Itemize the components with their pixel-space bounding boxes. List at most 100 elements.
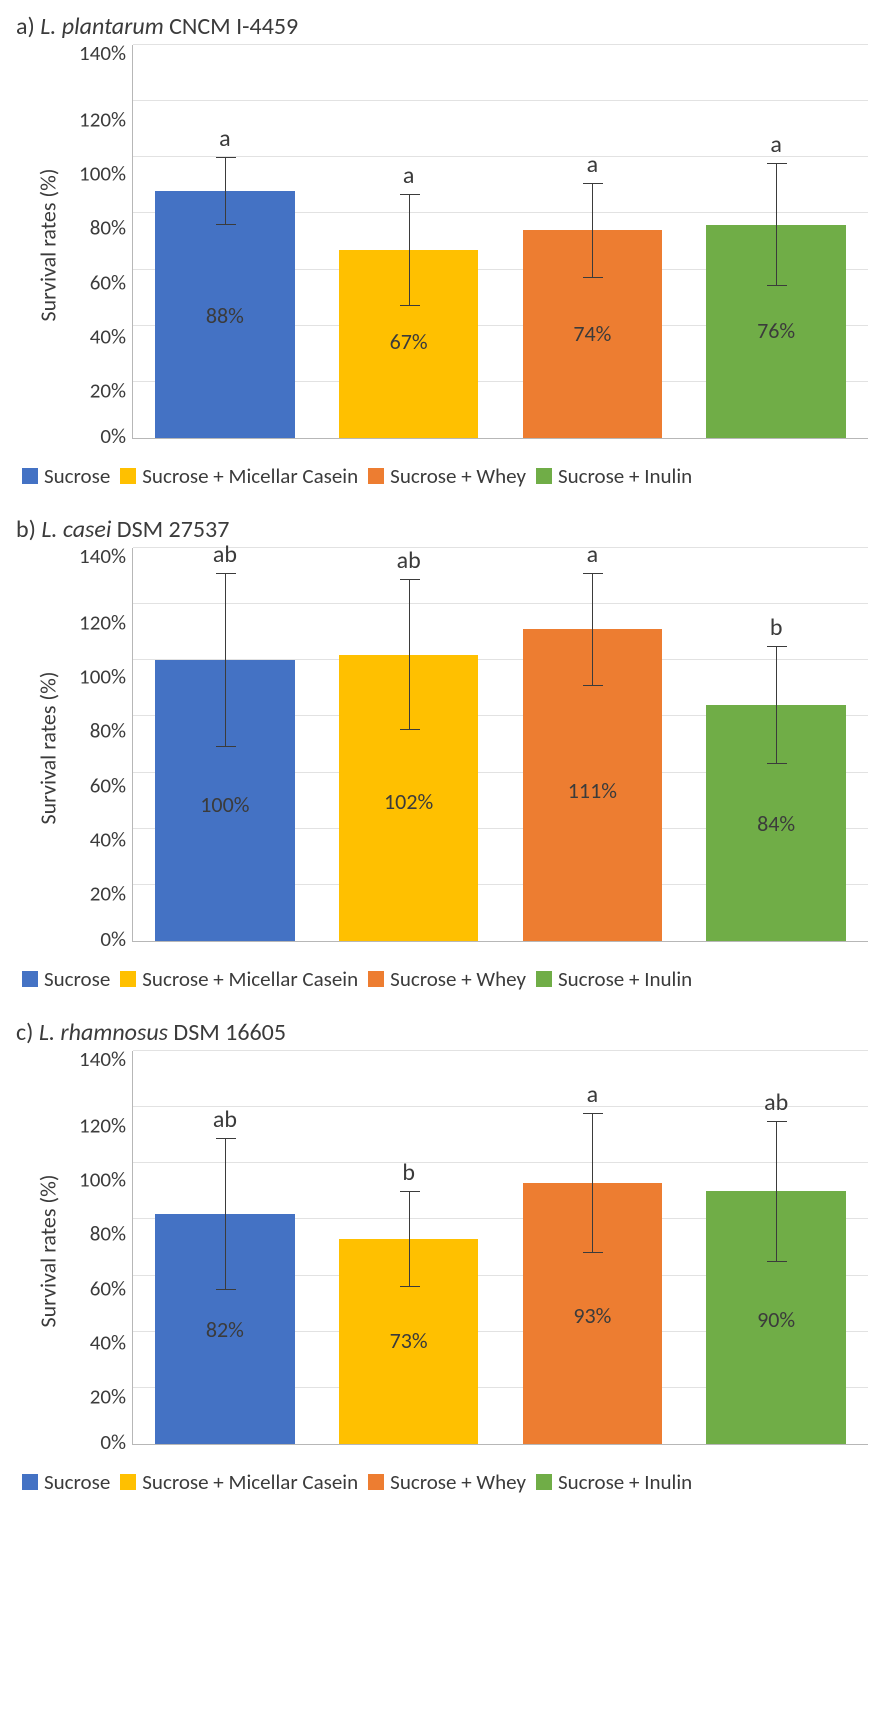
y-tick-label: 100% xyxy=(79,667,126,688)
error-bar xyxy=(409,579,410,731)
error-bar xyxy=(592,1113,593,1253)
title-strain: DSM 27537 xyxy=(111,515,229,544)
error-bar xyxy=(225,157,226,224)
y-tick-label: 80% xyxy=(90,721,126,742)
legend-label: Sucrose xyxy=(44,463,110,489)
legend-item-whey: Sucrose + Whey xyxy=(368,1469,526,1495)
significance-label: a xyxy=(770,130,782,159)
legend-swatch xyxy=(368,1474,384,1490)
legend-swatch xyxy=(368,971,384,987)
bar-slot-sucrose: 82% ab xyxy=(133,1051,317,1444)
legend: Sucrose Sucrose + Micellar Casein Sucrose … xyxy=(22,1469,886,1495)
bars: 100%ab102%ab111%a84%b xyxy=(133,548,868,941)
y-tick-label: 120% xyxy=(79,613,126,634)
y-tick-label: 0% xyxy=(100,929,126,950)
legend-item-micellar: Sucrose + Micellar Casein xyxy=(120,1469,358,1495)
significance-label: a xyxy=(587,1080,599,1109)
bar-value-label: 84% xyxy=(757,810,795,837)
bar-value-label: 111% xyxy=(568,777,617,804)
legend-label: Sucrose + Whey xyxy=(390,1469,526,1495)
panel-title: a) L. plantarum CNCM I-4459 xyxy=(16,12,886,41)
significance-label: b xyxy=(402,1158,415,1187)
bar-slot-sucrose: 88%a xyxy=(133,45,317,438)
significance-label: a xyxy=(587,150,599,179)
bar-value-label: 88% xyxy=(206,302,244,329)
legend-item-inulin: Sucrose + Inulin xyxy=(536,463,692,489)
title-prefix: a) xyxy=(16,12,40,41)
bar-slot-inulin: 90%ab xyxy=(684,1051,868,1444)
bar-value-label: 90% xyxy=(757,1306,795,1333)
y-axis-label-wrap: Survival rates (%) xyxy=(34,1051,62,1451)
y-tick-label: 0% xyxy=(100,426,126,447)
y-tick-label: 100% xyxy=(79,164,126,185)
bar-value-label: 100% xyxy=(200,791,249,818)
y-axis-label: Survival rates (%) xyxy=(35,169,62,322)
chart-area: Survival rates (%)140%120%100%80%60%40%2… xyxy=(10,45,886,445)
legend-swatch xyxy=(536,971,552,987)
legend-label: Sucrose + Whey xyxy=(390,463,526,489)
legend-swatch xyxy=(120,971,136,987)
y-tick-label: 0% xyxy=(100,1432,126,1453)
chart-panel-b: b) L. casei DSM 27537 Survival rates (%) 1… xyxy=(10,515,886,992)
bars: 88%a67%a74%a76%a xyxy=(133,45,868,438)
y-tick-label: 80% xyxy=(90,1224,126,1245)
y-axis-label: Survival rates (%) xyxy=(35,672,62,825)
plot-a: 88%a67%a74%a76%a xyxy=(132,45,868,439)
chart-area: Survival rates (%)140%120%100%80%60%40%2… xyxy=(10,1051,886,1451)
bar-slot-inulin: 76%a xyxy=(684,45,868,438)
error-bar xyxy=(776,1121,777,1261)
title-strain: DSM 16605 xyxy=(168,1018,286,1047)
bar-value-label: 93% xyxy=(573,1302,611,1329)
chart-area: Survival rates (%) 140% 120% 100% 80% 60% 40% 2… xyxy=(10,548,886,948)
significance-label: b xyxy=(770,613,783,642)
bar-value-label: 82% xyxy=(206,1316,244,1343)
y-tick-label: 140% xyxy=(79,43,126,64)
bar-slot-micellar: 67%a xyxy=(317,45,501,438)
error-bar xyxy=(409,194,410,306)
error-bar xyxy=(776,646,777,764)
chart-panel-c: c) L. rhamnosus DSM 16605Survival rates … xyxy=(10,1018,886,1495)
bar-slot-inulin: 84% b xyxy=(684,548,868,941)
legend-item-micellar: Sucrose + Micellar Casein xyxy=(120,966,358,992)
bar-slot-micellar: 102%ab xyxy=(317,548,501,941)
significance-label: a xyxy=(403,161,415,190)
plot-b: 100%ab102%ab111%a84%b xyxy=(132,548,868,942)
title-prefix: c) xyxy=(16,1018,39,1047)
legend-item-whey: Sucrose + Whey xyxy=(368,966,526,992)
y-tick-label: 60% xyxy=(90,775,126,796)
y-tick-column: 140%120%100%80%60%40%20%0% xyxy=(62,1051,132,1451)
legend-item-sucrose: Sucrose xyxy=(22,966,110,992)
legend-label: Sucrose + Micellar Casein xyxy=(142,1469,358,1495)
y-axis-label-wrap: Survival rates (%) xyxy=(34,548,62,948)
y-axis-label: Survival rates (%) xyxy=(35,1175,62,1328)
legend-label: Sucrose + Inulin xyxy=(558,463,692,489)
bars: 82% ab 73%b 93% a 90%ab xyxy=(133,1051,868,1444)
legend-label: Sucrose + Whey xyxy=(390,966,526,992)
legend-label: Sucrose xyxy=(44,1469,110,1495)
legend-label: Sucrose + Micellar Casein xyxy=(142,463,358,489)
y-axis-label-wrap: Survival rates (%) xyxy=(34,45,62,445)
legend-swatch xyxy=(536,1474,552,1490)
y-tick-column: 140%120%100%80%60%40%20%0% xyxy=(62,45,132,445)
bar-slot-micellar: 73%b xyxy=(317,1051,501,1444)
y-tick-label: 40% xyxy=(90,829,126,850)
y-tick-label: 120% xyxy=(79,110,126,131)
y-tick-label: 140% xyxy=(79,546,126,567)
plot-c: 82% ab 73%b 93% a 90%ab xyxy=(132,1051,868,1445)
y-tick-label: 20% xyxy=(90,883,126,904)
y-tick-label: 120% xyxy=(79,1116,126,1137)
legend-item-sucrose: Sucrose xyxy=(22,1469,110,1495)
legend-swatch xyxy=(22,468,38,484)
significance-label: ab xyxy=(213,1105,237,1134)
legend-swatch xyxy=(22,971,38,987)
bar-slot-whey: 74%a xyxy=(501,45,685,438)
y-tick-label: 140% xyxy=(79,1049,126,1070)
title-prefix: b) xyxy=(16,515,41,544)
legend-swatch xyxy=(120,468,136,484)
legend-label: Sucrose + Inulin xyxy=(558,966,692,992)
legend-item-sucrose: Sucrose xyxy=(22,463,110,489)
significance-label: ab xyxy=(213,540,237,569)
title-species: L. casei xyxy=(41,515,111,544)
legend-item-micellar: Sucrose + Micellar Casein xyxy=(120,463,358,489)
error-bar xyxy=(592,573,593,685)
